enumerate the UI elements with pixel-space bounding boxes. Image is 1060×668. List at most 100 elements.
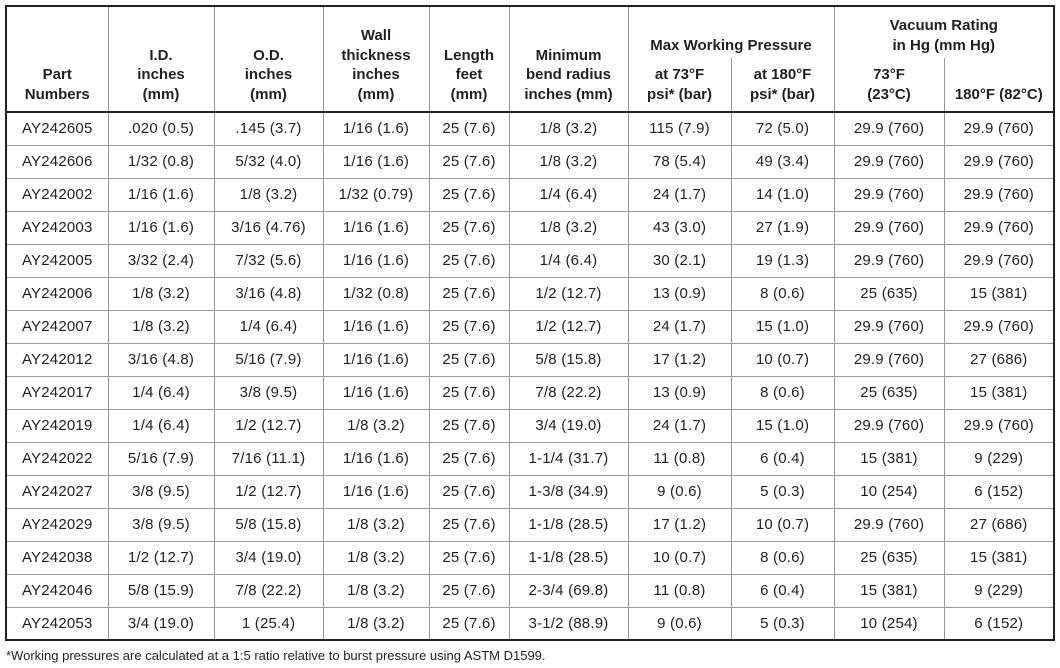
- cell-min_bend_radius: 1/8 (3.2): [508, 144, 629, 179]
- cell-length: 25 (7.6): [428, 177, 510, 212]
- cell-od: 1 (25.4): [213, 606, 324, 641]
- table-row: AY242606 1/32 (0.8) 5/32 (4.0) 1/16 (1.6) 25…: [5, 144, 1055, 179]
- cell-mwp_180f: 72 (5.0): [730, 111, 835, 146]
- cell-mwp_180f: 6 (0.4): [730, 573, 835, 608]
- cell-vac_73f: 29.9 (760): [833, 243, 945, 278]
- col-header-part-numbers: Part Numbers: [5, 6, 109, 113]
- cell-od: .145 (3.7): [213, 111, 324, 146]
- cell-mwp_180f: 49 (3.4): [730, 144, 835, 179]
- cell-vac_180f: 15 (381): [943, 276, 1055, 311]
- cell-id: 1/16 (1.6): [107, 177, 215, 212]
- col-header-vac-73f: 73°F (23°C): [833, 58, 945, 113]
- cell-wall_thickness: 1/16 (1.6): [322, 375, 430, 410]
- cell-part_number: AY242046: [5, 573, 109, 608]
- cell-min_bend_radius: 1-3/8 (34.9): [508, 474, 629, 509]
- cell-vac_73f: 29.9 (760): [833, 177, 945, 212]
- cell-vac_73f: 29.9 (760): [833, 408, 945, 443]
- cell-length: 25 (7.6): [428, 540, 510, 575]
- table-row: AY242003 1/16 (1.6) 3/16 (4.76) 1/16 (1.6) 2…: [5, 210, 1055, 245]
- cell-mwp_73f: 30 (2.1): [627, 243, 732, 278]
- cell-length: 25 (7.6): [428, 276, 510, 311]
- cell-mwp_73f: 17 (1.2): [627, 507, 732, 542]
- cell-vac_73f: 29.9 (760): [833, 144, 945, 179]
- cell-id: 1/16 (1.6): [107, 210, 215, 245]
- col-header-id: I.D. inches (mm): [107, 6, 215, 113]
- col-header-mwp-73f: at 73°F psi* (bar): [627, 58, 732, 113]
- cell-wall_thickness: 1/8 (3.2): [322, 606, 430, 641]
- cell-mwp_73f: 24 (1.7): [627, 408, 732, 443]
- cell-min_bend_radius: 1/2 (12.7): [508, 276, 629, 311]
- cell-od: 7/8 (22.2): [213, 573, 324, 608]
- cell-od: 3/8 (9.5): [213, 375, 324, 410]
- cell-wall_thickness: 1/16 (1.6): [322, 342, 430, 377]
- table-row: AY242053 3/4 (19.0) 1 (25.4) 1/8 (3.2) 25 (7…: [5, 606, 1055, 641]
- cell-vac_180f: 6 (152): [943, 606, 1055, 641]
- working-pressure-footnote: *Working pressures are calculated at a 1…: [6, 648, 546, 663]
- cell-vac_180f: 15 (381): [943, 375, 1055, 410]
- cell-mwp_180f: 10 (0.7): [730, 342, 835, 377]
- cell-od: 1/4 (6.4): [213, 309, 324, 344]
- header-row-groups: Part Numbers I.D. inches (mm) O.D. inche…: [5, 6, 1055, 113]
- cell-length: 25 (7.6): [428, 342, 510, 377]
- cell-part_number: AY242003: [5, 210, 109, 245]
- cell-length: 25 (7.6): [428, 606, 510, 641]
- cell-part_number: AY242027: [5, 474, 109, 509]
- cell-mwp_73f: 24 (1.7): [627, 309, 732, 344]
- cell-length: 25 (7.6): [428, 507, 510, 542]
- col-header-vac-180f: 180°F (82°C): [943, 58, 1055, 113]
- cell-mwp_180f: 19 (1.3): [730, 243, 835, 278]
- cell-mwp_180f: 14 (1.0): [730, 177, 835, 212]
- cell-part_number: AY242007: [5, 309, 109, 344]
- cell-vac_180f: 29.9 (760): [943, 210, 1055, 245]
- cell-id: 3/16 (4.8): [107, 342, 215, 377]
- cell-vac_73f: 10 (254): [833, 474, 945, 509]
- cell-wall_thickness: 1/8 (3.2): [322, 507, 430, 542]
- cell-od: 3/16 (4.76): [213, 210, 324, 245]
- cell-id: 1/4 (6.4): [107, 408, 215, 443]
- cell-mwp_73f: 11 (0.8): [627, 441, 732, 476]
- cell-length: 25 (7.6): [428, 474, 510, 509]
- cell-part_number: AY242029: [5, 507, 109, 542]
- cell-mwp_180f: 8 (0.6): [730, 540, 835, 575]
- cell-part_number: AY242022: [5, 441, 109, 476]
- cell-part_number: AY242019: [5, 408, 109, 443]
- cell-mwp_180f: 15 (1.0): [730, 408, 835, 443]
- cell-vac_180f: 9 (229): [943, 441, 1055, 476]
- cell-mwp_180f: 8 (0.6): [730, 375, 835, 410]
- table-row: AY242027 3/8 (9.5) 1/2 (12.7) 1/16 (1.6) 25 …: [5, 474, 1055, 509]
- cell-length: 25 (7.6): [428, 408, 510, 443]
- table-row: AY242017 1/4 (6.4) 3/8 (9.5) 1/16 (1.6) 25 (…: [5, 375, 1055, 410]
- cell-wall_thickness: 1/16 (1.6): [322, 309, 430, 344]
- cell-min_bend_radius: 1/4 (6.4): [508, 177, 629, 212]
- cell-id: 1/4 (6.4): [107, 375, 215, 410]
- cell-mwp_73f: 17 (1.2): [627, 342, 732, 377]
- cell-od: 3/16 (4.8): [213, 276, 324, 311]
- cell-vac_180f: 6 (152): [943, 474, 1055, 509]
- cell-vac_73f: 29.9 (760): [833, 210, 945, 245]
- cell-min_bend_radius: 1/8 (3.2): [508, 210, 629, 245]
- cell-od: 5/16 (7.9): [213, 342, 324, 377]
- cell-wall_thickness: 1/8 (3.2): [322, 573, 430, 608]
- cell-mwp_73f: 13 (0.9): [627, 276, 732, 311]
- cell-mwp_180f: 8 (0.6): [730, 276, 835, 311]
- cell-mwp_73f: 9 (0.6): [627, 474, 732, 509]
- cell-min_bend_radius: 7/8 (22.2): [508, 375, 629, 410]
- cell-mwp_73f: 43 (3.0): [627, 210, 732, 245]
- cell-mwp_180f: 27 (1.9): [730, 210, 835, 245]
- cell-vac_73f: 29.9 (760): [833, 111, 945, 146]
- cell-part_number: AY242038: [5, 540, 109, 575]
- cell-id: 5/16 (7.9): [107, 441, 215, 476]
- cell-wall_thickness: 1/16 (1.6): [322, 474, 430, 509]
- cell-length: 25 (7.6): [428, 144, 510, 179]
- cell-wall_thickness: 1/32 (0.8): [322, 276, 430, 311]
- table-row: AY242002 1/16 (1.6) 1/8 (3.2) 1/32 (0.79) 25…: [5, 177, 1055, 212]
- table-header: Part Numbers I.D. inches (mm) O.D. inche…: [5, 6, 1055, 113]
- col-header-wall-thickness: Wall thickness inches (mm): [322, 6, 430, 113]
- table-row: AY242022 5/16 (7.9) 7/16 (11.1) 1/16 (1.6) 2…: [5, 441, 1055, 476]
- cell-mwp_73f: 9 (0.6): [627, 606, 732, 641]
- cell-part_number: AY242012: [5, 342, 109, 377]
- cell-mwp_73f: 78 (5.4): [627, 144, 732, 179]
- table-row: AY242038 1/2 (12.7) 3/4 (19.0) 1/8 (3.2) 25 …: [5, 540, 1055, 575]
- cell-length: 25 (7.6): [428, 111, 510, 146]
